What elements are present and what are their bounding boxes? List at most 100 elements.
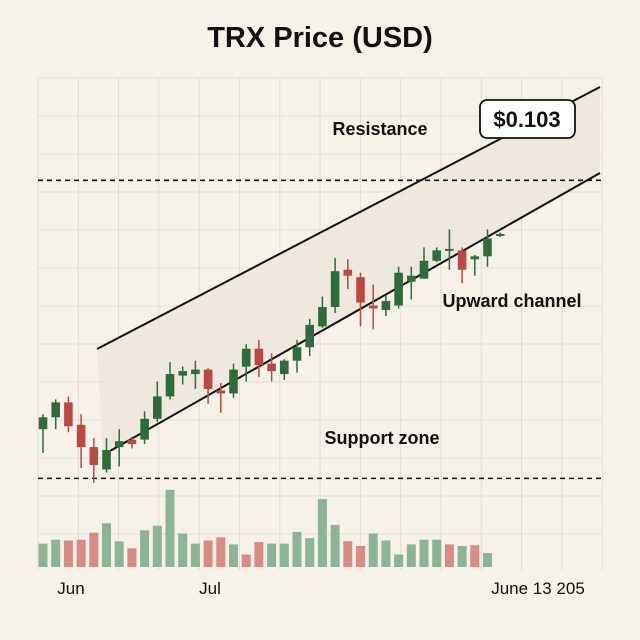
candle <box>114 429 124 467</box>
volume-bar <box>76 539 86 567</box>
candle <box>254 339 264 378</box>
candle-body <box>76 424 86 448</box>
candle-body <box>356 277 365 303</box>
candle <box>51 399 60 430</box>
volume-bar <box>152 525 162 567</box>
channel-label: Upward channel <box>442 291 581 311</box>
price-badge-box <box>479 99 576 139</box>
candle <box>229 363 238 398</box>
volume-bar <box>267 543 277 567</box>
volume-bar <box>381 540 391 567</box>
volume-bar <box>457 545 467 567</box>
candle <box>140 411 149 445</box>
volume-bar <box>254 542 264 567</box>
candle <box>457 247 467 284</box>
volume-bar <box>356 545 365 567</box>
candle-body <box>280 360 289 375</box>
volume-bar <box>279 543 289 567</box>
candle-body <box>241 348 251 367</box>
candle-body <box>64 402 73 427</box>
candle-body <box>178 371 187 376</box>
chart-title: TRX Price (USD) <box>207 22 433 54</box>
candle <box>280 359 289 381</box>
candle-body <box>368 305 378 309</box>
candle-body <box>419 260 429 279</box>
candle <box>318 296 327 328</box>
volume-bar <box>114 541 124 567</box>
candle <box>165 362 175 400</box>
candle <box>445 229 454 270</box>
candle-body <box>140 418 149 440</box>
volume-bar <box>38 543 48 567</box>
candle <box>76 414 86 468</box>
candle <box>470 254 480 276</box>
volume-bar <box>216 537 226 567</box>
volume-bar <box>483 552 492 567</box>
volume-bar <box>51 539 61 567</box>
x-tick-label: Jul <box>199 579 221 598</box>
volume-bar <box>343 541 353 567</box>
volume-bar <box>444 544 454 567</box>
candle-body <box>305 324 314 348</box>
candle-body <box>407 275 416 282</box>
price-levels <box>38 179 602 480</box>
candle-body <box>229 369 238 394</box>
candle <box>178 366 187 385</box>
volume-bar <box>470 545 480 567</box>
candle <box>38 414 48 454</box>
candle <box>203 368 213 404</box>
candle <box>89 438 99 483</box>
volume-bar <box>330 524 340 567</box>
candle <box>216 383 226 413</box>
candle <box>419 247 429 279</box>
volume-bar <box>368 533 378 567</box>
volume-bar <box>317 499 327 567</box>
candle-body <box>292 347 302 361</box>
volume-bar <box>229 544 238 567</box>
candle <box>267 353 276 382</box>
candle-body <box>153 396 162 419</box>
candle-body <box>38 417 48 430</box>
price-badge: $0.103 <box>479 99 576 139</box>
resistance-label: Resistance <box>332 119 427 139</box>
volume-bar <box>127 548 137 567</box>
x-tick-label: Jun <box>57 579 84 598</box>
candle-body <box>254 348 264 366</box>
candle <box>394 266 403 309</box>
candle-body <box>102 450 111 470</box>
channel-lower-line <box>102 172 601 456</box>
candle-body <box>483 238 492 257</box>
candle-body <box>318 307 327 327</box>
volume-bar <box>292 531 302 567</box>
candle-body <box>457 250 467 270</box>
candle-body <box>267 363 276 372</box>
volume-bar <box>165 489 175 567</box>
candle-body <box>165 374 175 397</box>
candle <box>330 257 340 313</box>
volume-bars <box>38 489 492 567</box>
support-label: Support zone <box>325 428 440 448</box>
volume-bar <box>394 554 404 567</box>
volume-bar <box>140 530 150 567</box>
candle-body <box>51 402 60 418</box>
candle-body <box>114 441 124 448</box>
candle <box>483 229 492 267</box>
volume-bar <box>203 540 213 567</box>
candle <box>102 438 111 473</box>
candle <box>343 259 353 290</box>
candle <box>305 318 314 357</box>
volume-bar <box>102 523 111 567</box>
x-tick-label: June 13 205 <box>491 579 585 598</box>
candle-body <box>216 390 226 394</box>
candle <box>495 232 505 237</box>
candles <box>38 229 505 483</box>
candle-body <box>470 256 480 260</box>
volume-bar <box>419 539 429 567</box>
volume-bar <box>89 532 99 567</box>
volume-bar <box>178 533 188 567</box>
candle-body <box>89 447 99 465</box>
candle-body <box>127 439 137 445</box>
candle-body <box>381 301 391 310</box>
candle <box>407 266 416 300</box>
